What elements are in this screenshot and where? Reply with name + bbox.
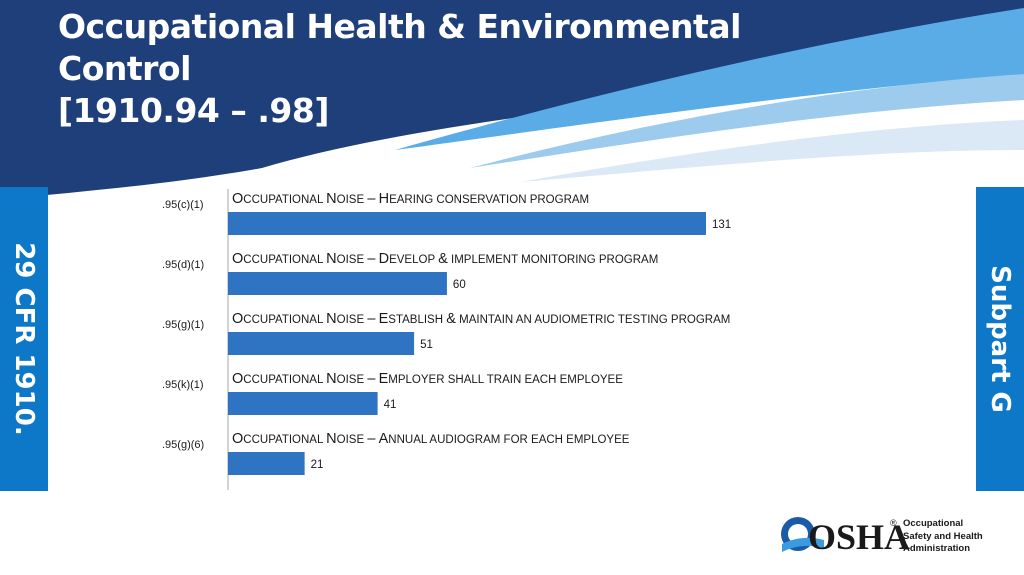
bar-chart: .95(c)(1) OCCUPATIONAL NOISE – HEARING CO… xyxy=(162,189,731,490)
chart-category-label: .95(k)(1) xyxy=(162,379,204,391)
right-side-tab-label: Subpart G xyxy=(985,265,1015,413)
right-side-tab: Subpart G xyxy=(976,187,1024,491)
chart-description-label: OCCUPATIONAL NOISE – DEVELOP & IMPLEMENT… xyxy=(232,251,658,267)
slide-title-line: Control xyxy=(58,49,191,88)
chart-bar xyxy=(228,272,447,295)
chart-bar xyxy=(228,212,706,235)
osha-wordmark: OSHA xyxy=(808,517,910,557)
left-side-tab: 29 CFR 1910. xyxy=(0,187,48,491)
chart-description-label: OCCUPATIONAL NOISE – EMPLOYER SHALL TRAI… xyxy=(232,371,623,387)
slide-title: Occupational Health & Environmental Cont… xyxy=(58,6,741,132)
slide-title-line: [1910.94 – .98] xyxy=(58,91,329,130)
chart-value-label: 60 xyxy=(453,279,466,291)
chart-category-label: .95(g)(6) xyxy=(162,439,204,451)
chart-value-label: 21 xyxy=(311,459,324,471)
left-side-tab-label: 29 CFR 1910. xyxy=(9,242,39,436)
chart-description-label: OCCUPATIONAL NOISE – ESTABLISH & MAINTAI… xyxy=(232,311,730,327)
chart-description-label: OCCUPATIONAL NOISE – ANNUAL AUDIOGRAM FO… xyxy=(232,431,630,447)
chart-description-label: OCCUPATIONAL NOISE – HEARING CONSERVATIO… xyxy=(232,191,589,207)
osha-logo: OSHA ® xyxy=(781,517,910,557)
chart-bar xyxy=(228,332,415,355)
chart-bar xyxy=(228,452,305,475)
chart-value-label: 41 xyxy=(384,399,397,411)
chart-value-label: 51 xyxy=(420,339,433,351)
chart-bar xyxy=(228,392,378,415)
chart-value-label: 131 xyxy=(712,219,731,231)
slide-title-line: Occupational Health & Environmental xyxy=(58,7,741,46)
osha-agency-line: Safety and Health xyxy=(903,530,983,542)
chart-category-label: .95(c)(1) xyxy=(162,199,204,211)
osha-agency-line: Administration xyxy=(903,543,971,554)
chart-category-label: .95(d)(1) xyxy=(162,259,204,271)
osha-agency-line: Occupational xyxy=(903,518,964,529)
chart-category-label: .95(g)(1) xyxy=(162,319,204,331)
title-banner xyxy=(0,0,1024,200)
osha-registered-mark: ® xyxy=(890,518,897,528)
osha-agency-name: Occupational Safety and Health Administr… xyxy=(903,518,983,556)
